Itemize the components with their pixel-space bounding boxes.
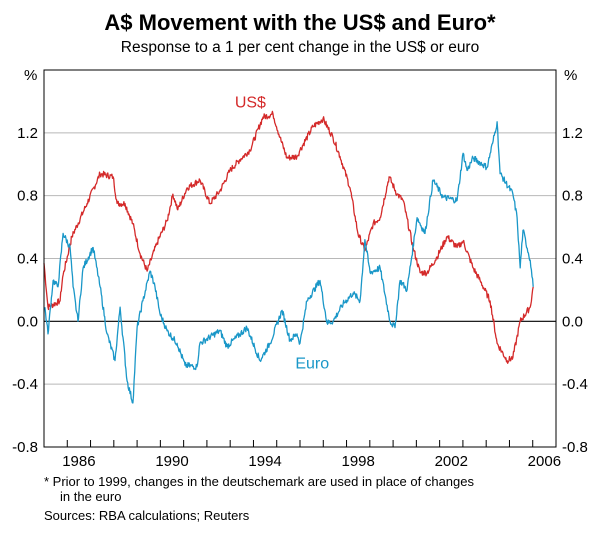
x-tick-label: 1990: [155, 453, 188, 470]
y-tick-label-right: 0.0: [562, 313, 583, 330]
y-tick-label-left: -0.8: [12, 439, 38, 456]
sources-note: Sources: RBA calculations; Reuters: [44, 508, 250, 523]
footnote-line-2: in the euro: [60, 489, 121, 504]
footnote-line-1: * Prior to 1999, changes in the deutsche…: [44, 474, 474, 489]
y-tick-label-left: 0.4: [17, 251, 38, 268]
x-tick-label: 2002: [435, 453, 468, 470]
x-tick-label: 1994: [248, 453, 281, 470]
y-axis-unit-left: %: [24, 67, 37, 84]
y-tick-label-left: 0.0: [17, 313, 38, 330]
y-tick-label-right: 1.2: [562, 125, 583, 142]
x-tick-label: 2006: [528, 453, 561, 470]
series-line-euro: [44, 121, 534, 404]
y-tick-label-left: 1.2: [17, 125, 38, 142]
y-axis-unit-right: %: [564, 67, 577, 84]
y-tick-label-left: -0.4: [12, 376, 38, 393]
x-tick-label: 1986: [62, 453, 95, 470]
chart-title: A$ Movement with the US$ and Euro*: [104, 10, 496, 35]
series-line-us: [43, 110, 534, 364]
y-tick-label-left: 0.8: [17, 188, 38, 205]
chart-subtitle: Response to a 1 per cent change in the U…: [121, 39, 479, 56]
y-tick-label-right: 0.8: [562, 188, 583, 205]
y-tick-label-right: -0.4: [562, 376, 588, 393]
y-tick-label-right: 0.4: [562, 251, 583, 268]
series-label-euro: Euro: [295, 355, 329, 372]
y-tick-label-right: -0.8: [562, 439, 588, 456]
x-tick-label: 1998: [341, 453, 374, 470]
series-label-us: US$: [235, 95, 266, 112]
